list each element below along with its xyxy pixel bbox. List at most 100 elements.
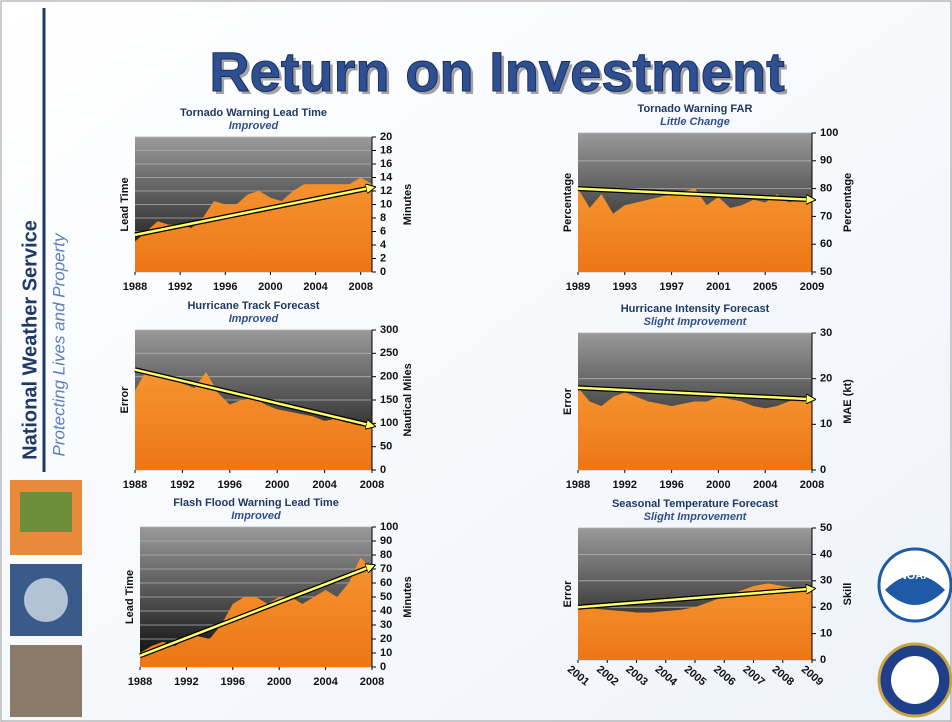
chart-title: Seasonal Temperature Forecast — [612, 498, 778, 510]
y-tick-label: 20 — [820, 373, 832, 385]
x-tick-label: 1996 — [659, 479, 683, 491]
x-tick-label: 2004 — [303, 281, 328, 293]
x-tick-label: 2004 — [753, 479, 778, 491]
chart-title: Hurricane Intensity Forecast — [621, 303, 770, 315]
x-tick-label: 2000 — [706, 479, 730, 491]
y2-axis-label: MAE (kt) — [842, 379, 854, 424]
y-tick-label: 50 — [820, 522, 832, 534]
y-tick-label: 90 — [380, 535, 392, 547]
y-axis-label: Error — [562, 387, 574, 415]
x-tick-label: 2000 — [267, 676, 291, 688]
y-tick-label: 90 — [820, 155, 832, 167]
organization: National Weather Service — [19, 220, 41, 460]
hurricane-detail — [24, 578, 68, 622]
y2-axis-label: Skill — [842, 583, 854, 606]
y-tick-label: 40 — [380, 605, 392, 617]
x-tick-label: 2008 — [360, 479, 384, 491]
x-tick-label: 1992 — [170, 479, 194, 491]
y-tick-label: 300 — [380, 324, 398, 336]
y-tick-label: 18 — [380, 144, 392, 156]
chart-subtitle: Improved — [231, 510, 281, 522]
y-tick-label: 80 — [820, 183, 832, 195]
x-tick-label: 1989 — [566, 281, 590, 293]
x-tick-label: 1996 — [218, 479, 242, 491]
y-tick-label: 0 — [380, 266, 386, 278]
trend-line — [577, 589, 812, 609]
y2-axis-label: Minutes — [402, 184, 414, 226]
y-tick-label: 8 — [380, 212, 386, 224]
trend-line — [577, 386, 812, 399]
y-axis-label: Error — [562, 580, 574, 608]
y-tick-label: 250 — [380, 347, 398, 359]
x-tick-label: 1988 — [128, 676, 152, 688]
x-tick-label: 1988 — [123, 281, 147, 293]
y-axis-label: Lead Time — [124, 570, 136, 624]
y-tick-label: 40 — [820, 548, 832, 560]
x-tick-label: 1993 — [613, 281, 637, 293]
x-tick-label: 1992 — [168, 281, 192, 293]
chart-subtitle: Little Change — [660, 116, 730, 128]
x-tick-label: 2000 — [265, 479, 289, 491]
x-tick-label: 1992 — [613, 479, 637, 491]
x-tick-label: 2005 — [753, 281, 777, 293]
x-tick-label: 2001 — [706, 281, 730, 293]
y-tick-label: 10 — [380, 647, 392, 659]
y-tick-label: 30 — [820, 575, 832, 587]
x-tick-label: 1996 — [221, 676, 245, 688]
y-tick-label: 50 — [380, 441, 392, 453]
y-tick-label: 14 — [380, 171, 393, 183]
office-photo — [10, 645, 82, 717]
area-overlay — [135, 369, 372, 470]
chart-title: Tornado Warning FAR — [638, 103, 753, 115]
y-tick-label: 60 — [820, 238, 832, 250]
y-tick-label: 150 — [380, 394, 398, 406]
x-tick-label: 2008 — [360, 676, 384, 688]
y-tick-label: 16 — [380, 158, 392, 170]
noaa-text: NOAA — [899, 570, 931, 582]
y-tick-label: 200 — [380, 371, 398, 383]
y-axis-label: Error — [119, 386, 131, 414]
commerce-seal-inner — [891, 656, 939, 704]
y-tick-label: 6 — [380, 225, 386, 237]
y-tick-label: 70 — [380, 563, 392, 575]
chart-subtitle: Improved — [229, 313, 279, 325]
y2-axis-label: Percentage — [842, 173, 854, 232]
chart-title: Hurricane Track Forecast — [187, 300, 319, 312]
trend-line — [134, 368, 372, 426]
y-tick-label: 50 — [380, 591, 392, 603]
x-tick-label: 2009 — [800, 281, 824, 293]
y-tick-label: 10 — [820, 628, 832, 640]
x-tick-label: 2000 — [258, 281, 282, 293]
y-tick-label: 12 — [380, 185, 392, 197]
y-tick-label: 20 — [380, 633, 392, 645]
area-overlay — [578, 387, 812, 470]
y-tick-label: 20 — [820, 601, 832, 613]
y-tick-label: 60 — [380, 577, 392, 589]
y-tick-label: 0 — [380, 661, 386, 673]
slide-title: Return on Investment — [209, 40, 785, 103]
x-tick-label: 1992 — [174, 676, 198, 688]
x-tick-label: 2004 — [312, 479, 337, 491]
noaa-bird — [885, 575, 945, 605]
y-tick-label: 30 — [820, 327, 832, 339]
title-shadow: Return on Investment — [212, 43, 788, 106]
x-tick-label: 1997 — [659, 281, 683, 293]
tagline: Protecting Lives and Property — [49, 232, 68, 457]
x-tick-label: 2008 — [348, 281, 372, 293]
x-tick-label: 1988 — [123, 479, 147, 491]
area-overlay — [578, 188, 812, 272]
trend-line — [577, 187, 812, 200]
y-tick-label: 0 — [820, 464, 826, 476]
x-tick-label: 1996 — [213, 281, 237, 293]
trend-line — [134, 188, 372, 237]
y-tick-label: 100 — [820, 127, 838, 139]
y-tick-label: 20 — [380, 131, 392, 143]
y-tick-label: 30 — [380, 619, 392, 631]
y-tick-label: 4 — [380, 239, 387, 251]
y-tick-label: 100 — [380, 521, 398, 533]
y-tick-label: 10 — [380, 198, 392, 210]
y-tick-label: 70 — [820, 210, 832, 222]
y-axis-label: Lead Time — [119, 177, 131, 231]
